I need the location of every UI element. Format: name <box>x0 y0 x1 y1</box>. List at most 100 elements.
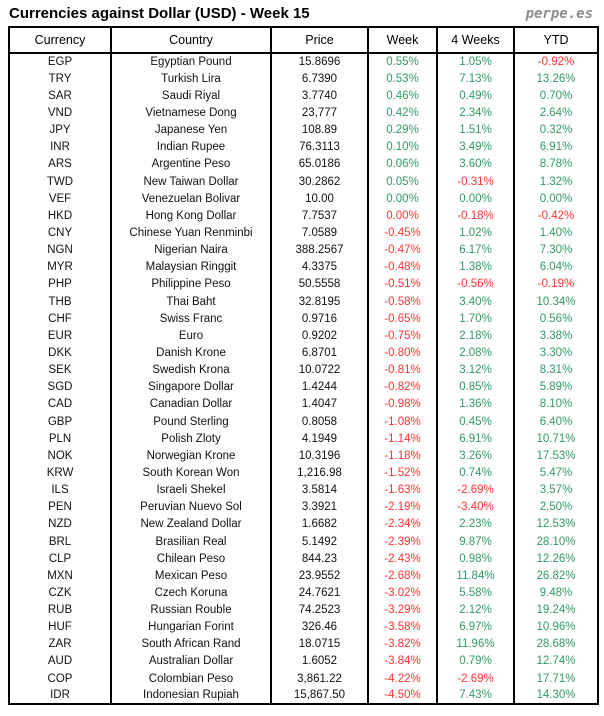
week-change-cell: 0.00% <box>367 207 438 225</box>
price-cell: 326.46 <box>270 618 369 636</box>
table-row: EUR Euro 0.9202 -0.75% 2.18% 3.38% <box>8 327 599 345</box>
four-weeks-change-cell: 1.51% <box>436 121 515 139</box>
currency-code-cell: ARS <box>8 155 112 173</box>
four-weeks-change-cell: 6.91% <box>436 430 515 448</box>
country-cell: Czech Koruna <box>110 584 272 602</box>
price-cell: 24.7621 <box>270 584 369 602</box>
table-row: ARS Argentine Peso 65.0186 0.06% 3.60% 8… <box>8 155 599 173</box>
table-row: THB Thai Baht 32.8195 -0.58% 3.40% 10.34… <box>8 292 599 311</box>
ytd-change-cell: -0.19% <box>513 275 599 293</box>
four-weeks-change-cell: 5.58% <box>436 584 515 602</box>
price-cell: 6.7390 <box>270 70 369 88</box>
price-cell: 30.2862 <box>270 172 369 191</box>
price-cell: 23,777 <box>270 104 369 122</box>
week-change-cell: -1.52% <box>367 464 438 482</box>
ytd-change-cell: 28.68% <box>513 635 599 653</box>
country-cell: Japanese Yen <box>110 121 272 139</box>
price-cell: 76.3113 <box>270 138 369 156</box>
price-cell: 1.6682 <box>270 515 369 533</box>
ytd-change-cell: 0.56% <box>513 310 599 328</box>
price-cell: 3.5814 <box>270 481 369 499</box>
ytd-change-cell: 12.53% <box>513 515 599 533</box>
price-cell: 65.0186 <box>270 155 369 173</box>
currency-code-cell: PLN <box>8 430 112 448</box>
country-cell: Russian Rouble <box>110 601 272 619</box>
ytd-change-cell: 17.53% <box>513 447 599 465</box>
four-weeks-change-cell: 0.79% <box>436 652 515 671</box>
report-header: Currencies against Dollar (USD) - Week 1… <box>8 4 597 26</box>
table-row: SGD Singapore Dollar 1.4244 -0.82% 0.85%… <box>8 378 599 396</box>
currency-code-cell: TRY <box>8 70 112 88</box>
table-row: COP Colombian Peso 3,861.22 -4.22% -2.69… <box>8 670 599 688</box>
ytd-change-cell: 10.34% <box>513 292 599 311</box>
week-change-cell: 0.06% <box>367 155 438 173</box>
ytd-change-cell: 17.71% <box>513 670 599 688</box>
table-row: DKK Danish Krone 6.8701 -0.80% 2.08% 3.3… <box>8 344 599 362</box>
table-row: IDR Indonesian Rupiah 15,867.50 -4.50% 7… <box>8 687 599 705</box>
four-weeks-change-cell: 3.49% <box>436 138 515 156</box>
currency-code-cell: THB <box>8 292 112 311</box>
ytd-change-cell: 26.82% <box>513 567 599 585</box>
four-weeks-change-cell: 0.98% <box>436 550 515 568</box>
price-cell: 23.9552 <box>270 567 369 585</box>
week-change-cell: -0.80% <box>367 344 438 362</box>
week-change-cell: -2.39% <box>367 532 438 551</box>
four-weeks-change-cell: 2.18% <box>436 327 515 345</box>
currency-code-cell: SGD <box>8 378 112 396</box>
currency-code-cell: VEF <box>8 190 112 208</box>
price-cell: 0.8058 <box>270 412 369 431</box>
column-header-country: Country <box>110 26 272 54</box>
price-cell: 6.8701 <box>270 344 369 362</box>
four-weeks-change-cell: 2.34% <box>436 104 515 122</box>
currency-code-cell: KRW <box>8 464 112 482</box>
week-change-cell: -1.08% <box>367 412 438 431</box>
brand-logo: perpe.es <box>525 6 593 22</box>
four-weeks-change-cell: 2.08% <box>436 344 515 362</box>
week-change-cell: 0.00% <box>367 190 438 208</box>
price-cell: 18.0715 <box>270 635 369 653</box>
four-weeks-change-cell: 7.13% <box>436 70 515 88</box>
table-row: CNY Chinese Yuan Renminbi 7.0589 -0.45% … <box>8 224 599 242</box>
table-row: TRY Turkish Lira 6.7390 0.53% 7.13% 13.2… <box>8 70 599 88</box>
four-weeks-change-cell: 2.12% <box>436 601 515 619</box>
four-weeks-change-cell: 3.40% <box>436 292 515 311</box>
column-header-ytd: YTD <box>513 26 599 54</box>
week-change-cell: -4.50% <box>367 687 438 705</box>
week-change-cell: -2.34% <box>367 515 438 533</box>
currency-code-cell: CZK <box>8 584 112 602</box>
ytd-change-cell: 8.31% <box>513 361 599 379</box>
price-cell: 10.3196 <box>270 447 369 465</box>
column-header-4weeks: 4 Weeks <box>436 26 515 54</box>
country-cell: Malaysian Ringgit <box>110 258 272 276</box>
table-row: KRW South Korean Won 1,216.98 -1.52% 0.7… <box>8 464 599 482</box>
price-cell: 108.89 <box>270 121 369 139</box>
currency-code-cell: NGN <box>8 241 112 259</box>
four-weeks-change-cell: -0.31% <box>436 172 515 191</box>
ytd-change-cell: 1.32% <box>513 172 599 191</box>
column-header-currency: Currency <box>8 26 112 54</box>
table-row: INR Indian Rupee 76.3113 0.10% 3.49% 6.9… <box>8 138 599 156</box>
four-weeks-change-cell: -0.18% <box>436 207 515 225</box>
week-change-cell: -4.22% <box>367 670 438 688</box>
currency-code-cell: TWD <box>8 172 112 191</box>
four-weeks-change-cell: 3.26% <box>436 447 515 465</box>
ytd-change-cell: 12.26% <box>513 550 599 568</box>
week-change-cell: -0.81% <box>367 361 438 379</box>
table-row: MXN Mexican Peso 23.9552 -2.68% 11.84% 2… <box>8 567 599 585</box>
country-cell: Euro <box>110 327 272 345</box>
four-weeks-change-cell: -2.69% <box>436 670 515 688</box>
table-row: HKD Hong Kong Dollar 7.7537 0.00% -0.18%… <box>8 207 599 225</box>
price-cell: 10.00 <box>270 190 369 208</box>
currency-code-cell: PHP <box>8 275 112 293</box>
ytd-change-cell: 6.40% <box>513 412 599 431</box>
four-weeks-change-cell: 1.02% <box>436 224 515 242</box>
week-change-cell: 0.53% <box>367 70 438 88</box>
four-weeks-change-cell: 9.87% <box>436 532 515 551</box>
currency-code-cell: DKK <box>8 344 112 362</box>
table-row: GBP Pound Sterling 0.8058 -1.08% 0.45% 6… <box>8 412 599 431</box>
four-weeks-change-cell: 3.60% <box>436 155 515 173</box>
ytd-change-cell: 3.57% <box>513 481 599 499</box>
table-row: AUD Australian Dollar 1.6052 -3.84% 0.79… <box>8 652 599 671</box>
week-change-cell: -3.29% <box>367 601 438 619</box>
